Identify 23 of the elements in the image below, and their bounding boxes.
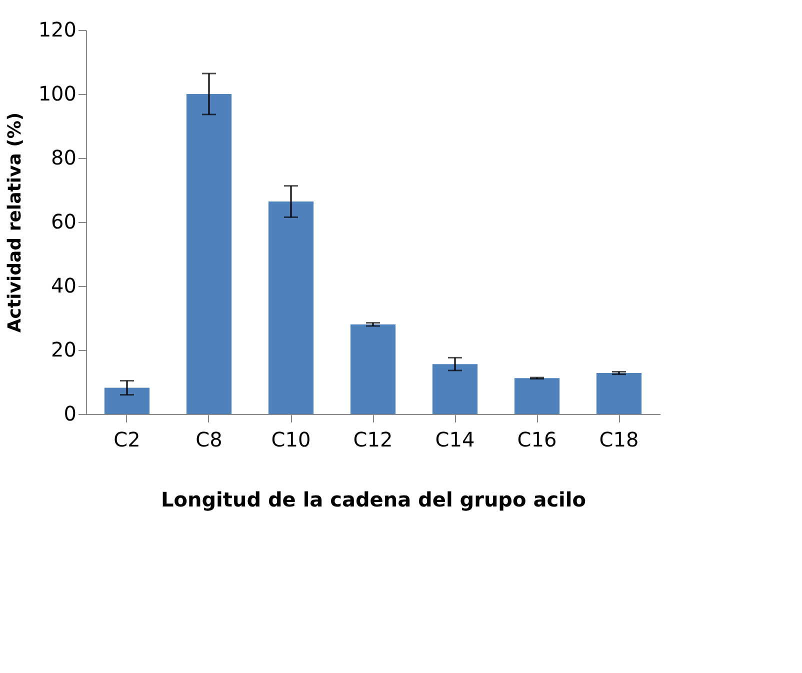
x-tick-label: C8 — [196, 428, 222, 452]
x-tick-label: C2 — [114, 428, 140, 452]
y-tick-label: 20 — [51, 338, 76, 362]
y-tick-label: 40 — [51, 274, 76, 298]
y-tick-label: 80 — [51, 146, 76, 170]
y-tick-label: 100 — [38, 82, 76, 106]
bar — [268, 202, 314, 414]
x-tick-label: C12 — [353, 428, 393, 452]
bar — [104, 388, 150, 414]
x-tick-label: C14 — [435, 428, 475, 452]
y-tick-label: 120 — [38, 18, 76, 42]
bar — [514, 378, 560, 414]
y-tick-label: 0 — [64, 402, 76, 426]
y-tick-label: 60 — [51, 210, 76, 234]
y-axis-title: Actividad relativa (%) — [4, 112, 26, 333]
bar — [432, 364, 478, 414]
x-tick-label: C16 — [517, 428, 557, 452]
x-tick-label: C18 — [599, 428, 639, 452]
x-tick-label: C10 — [271, 428, 311, 452]
bar — [350, 324, 396, 414]
bar — [596, 373, 642, 414]
bar — [186, 94, 232, 414]
x-axis-title: Longitud de la cadena del grupo acilo — [161, 488, 586, 512]
